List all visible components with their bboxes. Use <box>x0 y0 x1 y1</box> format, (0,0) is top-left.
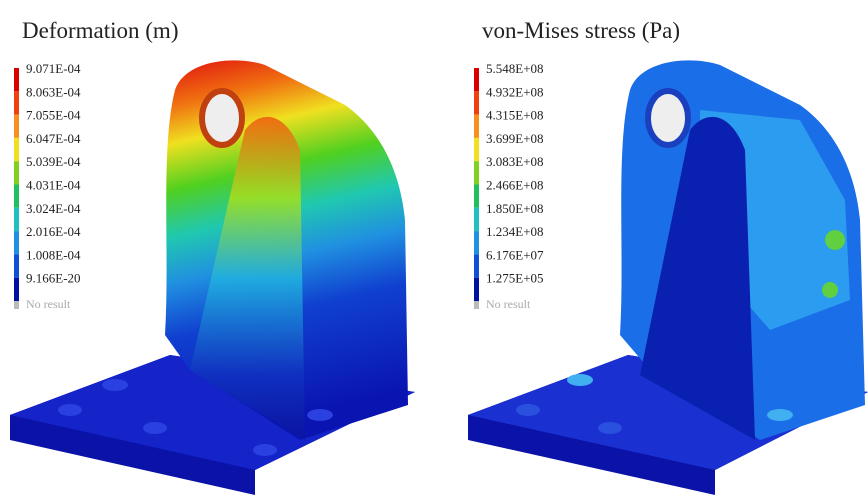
legend-swatch <box>474 115 479 138</box>
legend-swatch <box>474 161 479 184</box>
legend-swatch <box>474 68 479 91</box>
legend-label: 8.063E-04 <box>26 84 81 99</box>
legend-label: 9.166E-20 <box>26 271 81 286</box>
legend-swatch <box>14 185 19 208</box>
legend-label: 3.024E-04 <box>26 201 81 216</box>
legend-label: 1.275E+05 <box>486 271 544 286</box>
legend-label: 2.016E-04 <box>26 224 81 239</box>
legend-swatch <box>14 254 19 277</box>
no-result-label: No result <box>26 297 71 311</box>
legend-swatch <box>14 161 19 184</box>
legend-swatch <box>474 91 479 114</box>
legend-label: 7.055E-04 <box>26 108 81 123</box>
legend-label: 3.083E+08 <box>486 154 544 169</box>
legend-label: 5.548E+08 <box>486 61 544 76</box>
legend-label: 6.176E+07 <box>486 247 544 262</box>
legend-label: 5.039E-04 <box>26 154 81 169</box>
legend-label: 1.008E-04 <box>26 247 81 262</box>
legend-swatch <box>474 138 479 161</box>
legend-label: 1.234E+08 <box>486 224 544 239</box>
legend-label: 9.071E-04 <box>26 61 81 76</box>
legend-swatch <box>14 91 19 114</box>
legend-swatch <box>14 138 19 161</box>
legend-swatch <box>474 208 479 231</box>
legend-swatch <box>14 208 19 231</box>
legend-swatch <box>14 278 19 301</box>
legend-label: 4.031E-04 <box>26 177 81 192</box>
figure: Deformation (m) von-Mises stress (Pa) 9.… <box>0 0 868 500</box>
legend-swatch <box>14 231 19 254</box>
legend-swatch <box>14 115 19 138</box>
panel-title: von-Mises stress (Pa) <box>482 18 680 43</box>
panel-title: Deformation (m) <box>22 18 178 43</box>
legend-label: 1.850E+08 <box>486 201 544 216</box>
no-result-swatch <box>14 301 19 309</box>
legend-label: 4.932E+08 <box>486 84 544 99</box>
no-result-swatch <box>474 301 479 309</box>
legend-label: 3.699E+08 <box>486 131 544 146</box>
legend-swatch <box>474 231 479 254</box>
legend-swatch <box>14 68 19 91</box>
legend-swatch <box>474 185 479 208</box>
legend-label: 2.466E+08 <box>486 177 544 192</box>
legend-label: 4.315E+08 <box>486 108 544 123</box>
no-result-label: No result <box>486 297 531 311</box>
legend-swatch <box>474 254 479 277</box>
legend-swatch <box>474 278 479 301</box>
legend-label: 6.047E-04 <box>26 131 81 146</box>
